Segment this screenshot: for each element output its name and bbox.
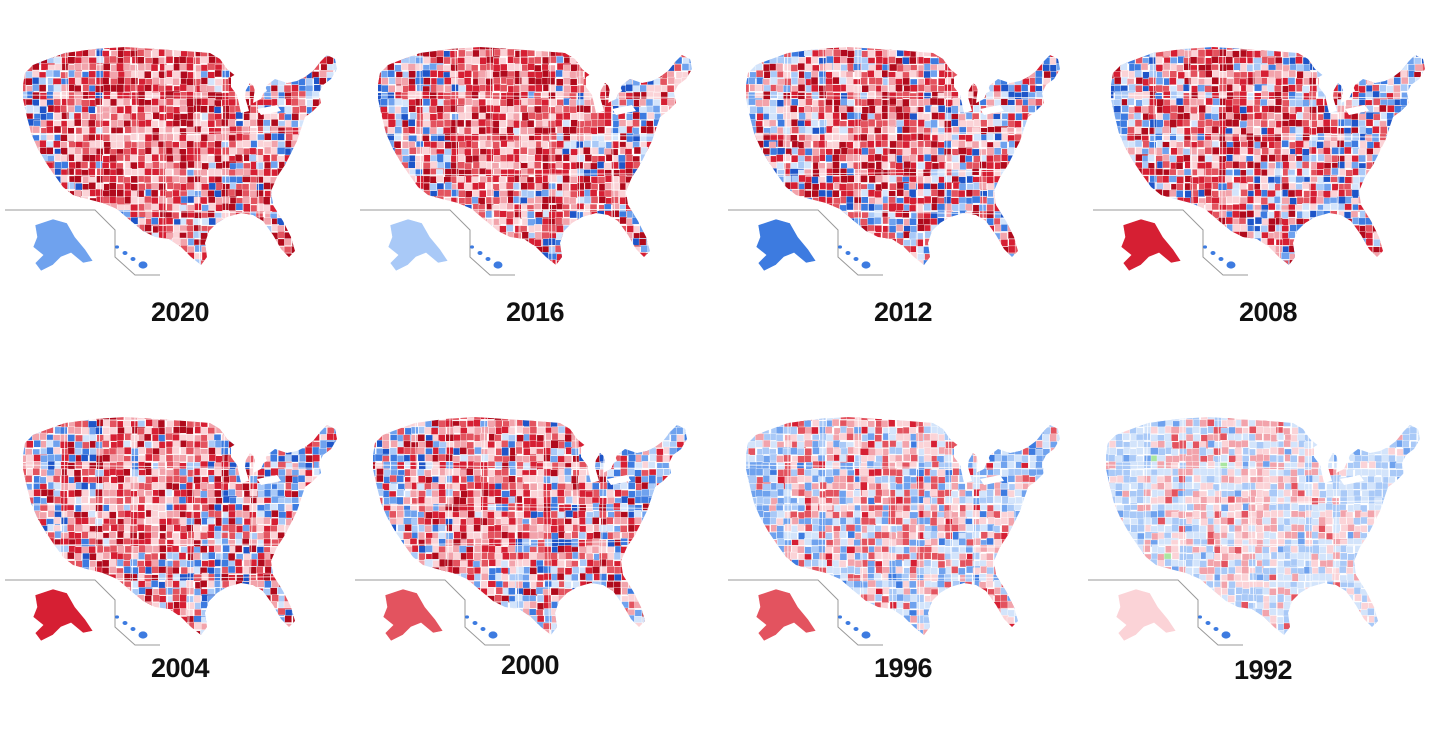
map-panel-2020: 2020 [5, 25, 355, 355]
us-county-map [355, 417, 687, 646]
alaska-shape [382, 588, 444, 642]
inset-divider [5, 209, 160, 276]
great-lakes [1314, 441, 1364, 485]
map-panel-1992: 1992 [1088, 395, 1438, 725]
us-county-map [728, 47, 1060, 276]
year-label: 2020 [150, 297, 210, 327]
inset-divider [360, 209, 515, 276]
alaska-shape [32, 218, 94, 272]
great-lakes [586, 71, 636, 115]
hawaii-islands [115, 615, 148, 639]
us-county-map [1093, 47, 1425, 276]
year-label: 2012 [873, 297, 933, 327]
year-label: 1996 [873, 653, 933, 683]
hawaii-islands [1198, 615, 1231, 639]
hawaii-islands [838, 615, 871, 639]
hawaii-islands [1203, 245, 1236, 269]
map-panel-2008: 2008 [1093, 25, 1443, 355]
great-lakes [231, 71, 281, 115]
us-county-map [5, 47, 337, 276]
great-lakes [581, 441, 631, 485]
map-panel-2000: 2000 [355, 395, 705, 725]
alaska-shape [1120, 218, 1182, 272]
map-panel-2016: 2016 [360, 25, 710, 355]
inset-divider [1093, 209, 1248, 276]
year-label: 2004 [150, 653, 210, 683]
year-label: 2008 [1238, 297, 1298, 327]
us-county-map [360, 47, 692, 276]
hawaii-islands [470, 245, 503, 269]
us-county-map [5, 417, 337, 646]
inset-divider [728, 209, 883, 276]
great-lakes [1319, 71, 1369, 115]
great-lakes [954, 441, 1004, 485]
map-panel-2004: 2004 [5, 395, 355, 725]
inset-divider [5, 579, 160, 646]
alaska-shape [32, 588, 94, 642]
alaska-shape [755, 588, 817, 642]
alaska-shape [1115, 588, 1177, 642]
hawaii-islands [838, 245, 871, 269]
inset-divider [728, 579, 883, 646]
inset-divider [1088, 579, 1243, 646]
map-panel-1996: 1996 [728, 395, 1078, 725]
us-county-map [728, 417, 1060, 646]
great-lakes [954, 71, 1004, 115]
year-label: 2016 [505, 297, 565, 327]
map-panel-2012: 2012 [728, 25, 1078, 355]
year-label: 2000 [500, 650, 560, 680]
alaska-shape [755, 218, 817, 272]
hawaii-islands [465, 615, 498, 639]
year-label: 1992 [1233, 655, 1293, 685]
hawaii-islands [115, 245, 148, 269]
alaska-shape [387, 218, 449, 272]
inset-divider [355, 579, 510, 646]
great-lakes [231, 441, 281, 485]
us-county-map [1088, 417, 1420, 646]
